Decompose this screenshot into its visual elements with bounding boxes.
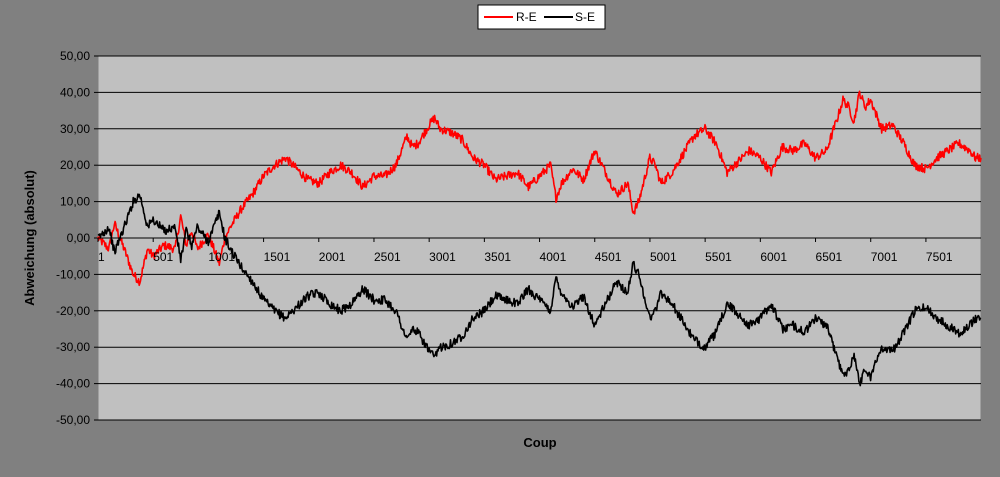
x-tick-label: 4001 [540, 250, 567, 264]
x-axis-title: Coup [523, 435, 556, 450]
y-tick-label: -20,00 [56, 304, 90, 318]
x-tick-label: 501 [153, 250, 173, 264]
x-tick-label: 3501 [484, 250, 511, 264]
x-tick-label: 6001 [760, 250, 787, 264]
y-tick-label: 20,00 [60, 158, 90, 172]
x-tick-label: 2501 [374, 250, 401, 264]
x-tick-label: 4501 [595, 250, 622, 264]
y-axis-title: Abweichung (absolut) [22, 170, 37, 306]
x-tick-label: 3001 [429, 250, 456, 264]
y-tick-label: -10,00 [56, 267, 90, 281]
y-tick-label: 40,00 [60, 85, 90, 99]
series-line-r-e [97, 90, 982, 287]
x-tick-label: 7501 [926, 250, 953, 264]
y-tick-label: -30,00 [56, 340, 90, 354]
y-tick-label: -50,00 [56, 413, 90, 427]
x-tick-label: 1 [98, 250, 105, 264]
x-axis: 1 501 1001 1501 2001 2501 3001 3501 4001 4501 5001… [97, 237, 981, 264]
x-tick-label: 1001 [208, 250, 235, 264]
y-tick-label: -40,00 [56, 377, 90, 391]
x-tick-label: 1501 [264, 250, 291, 264]
y-tick-label: 50,00 [60, 49, 90, 63]
legend: R-E S-E [477, 4, 606, 30]
x-tick-label: 2001 [319, 250, 346, 264]
series-line-s-e [97, 193, 982, 387]
x-tick-label: 5001 [650, 250, 677, 264]
legend-label-r-e: R-E [516, 10, 537, 24]
y-axis-ticks: 50,00 40,00 30,00 20,00 10,00 0,00 -10,00 -20,0… [56, 49, 98, 427]
x-tick-label: 7001 [871, 250, 898, 264]
legend-label-s-e: S-E [575, 10, 595, 24]
series-layer [97, 90, 982, 387]
y-tick-label: 0,00 [67, 231, 91, 245]
x-tick-label: 6501 [816, 250, 843, 264]
y-tick-label: 10,00 [60, 195, 90, 209]
y-tick-label: 30,00 [60, 122, 90, 136]
x-tick-label: 5501 [705, 250, 732, 264]
